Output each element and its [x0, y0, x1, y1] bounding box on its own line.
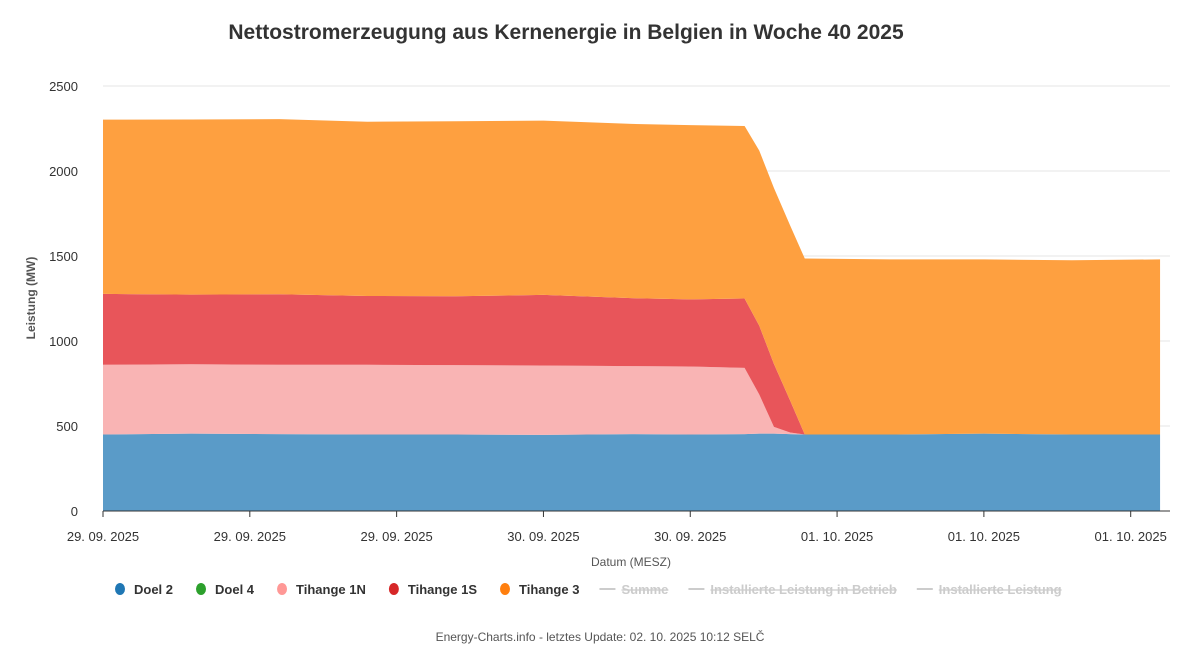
y-axis-label: Leistung (MW) — [24, 257, 38, 340]
legend-marker — [388, 583, 399, 595]
legend-item-summe[interactable]: Summe — [599, 582, 668, 597]
y-tick-label: 1500 — [49, 249, 78, 264]
y-tick-label: 500 — [56, 419, 78, 434]
legend-label: Tihange 1S — [408, 582, 477, 597]
x-axis-label: Datum (MESZ) — [591, 555, 671, 569]
y-tick-label: 2500 — [49, 79, 78, 94]
legend-label: Installierte Leistung — [939, 582, 1062, 597]
x-tick-label: 01. 10. 2025 — [1095, 529, 1167, 544]
legend-item-installierte-leistung[interactable]: Installierte Leistung — [916, 582, 1062, 597]
legend-label: Doel 4 — [215, 582, 255, 597]
x-tick-label: 30. 09. 2025 — [654, 529, 726, 544]
x-tick-label: 29. 09. 2025 — [214, 529, 286, 544]
y-tick-label: 1000 — [49, 334, 78, 349]
x-tick-label: 29. 09. 2025 — [67, 529, 139, 544]
y-tick-label: 2000 — [49, 164, 78, 179]
y-tick-label: 0 — [71, 504, 78, 519]
legend-label: Installierte Leistung in Betrieb — [710, 582, 896, 597]
x-tick-label: 01. 10. 2025 — [948, 529, 1020, 544]
legend-marker — [277, 583, 288, 595]
chart-title: Nettostromerzeugung aus Kernenergie in B… — [228, 21, 904, 44]
legend-item-tihange-1n[interactable]: Tihange 1N — [277, 582, 366, 597]
x-tick-label: 30. 09. 2025 — [507, 529, 579, 544]
legend-item-doel-2[interactable]: Doel 2 — [115, 582, 173, 597]
legend-item-installierte-leistung-in-betrieb[interactable]: Installierte Leistung in Betrieb — [688, 582, 897, 597]
area-doel-2[interactable] — [103, 433, 1161, 511]
footer-credit: Energy-Charts.info - letztes Update: 02.… — [436, 629, 765, 644]
area-tihange-1n[interactable] — [103, 364, 1161, 435]
legend-label: Summe — [621, 582, 668, 597]
legend-item-tihange-3[interactable]: Tihange 3 — [500, 582, 579, 597]
area-tihange-1s[interactable] — [103, 293, 1161, 435]
legend-item-tihange-1s[interactable]: Tihange 1S — [388, 582, 477, 597]
legend-marker — [115, 583, 125, 595]
legend-label: Doel 2 — [134, 582, 173, 597]
legend-label: Tihange 3 — [519, 582, 579, 597]
legend-label: Tihange 1N — [296, 582, 366, 597]
area-tihange-3[interactable] — [103, 119, 1161, 435]
x-tick-label: 29. 09. 2025 — [360, 529, 432, 544]
legend-marker — [500, 583, 510, 595]
x-tick-label: 01. 10. 2025 — [801, 529, 873, 544]
legend-marker — [196, 583, 207, 595]
legend-item-doel-4[interactable]: Doel 4 — [196, 582, 255, 597]
